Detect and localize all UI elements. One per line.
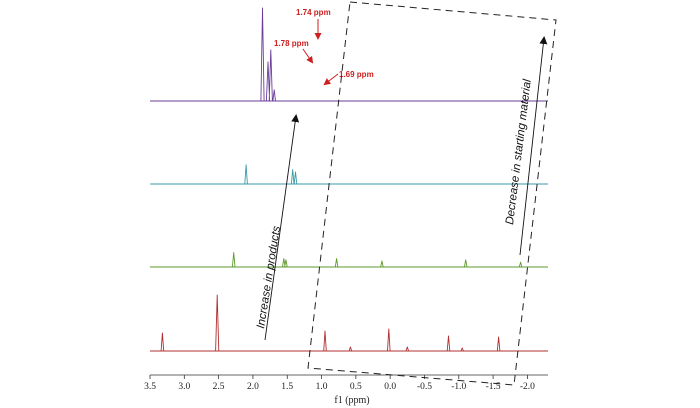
peak-label-1-69-arrow (323, 73, 339, 86)
peak-label-1-78: 1.78 ppm (274, 39, 309, 48)
spectrum-line (150, 252, 548, 268)
x-axis: f1 (ppm) 3.5 3.0 2.5 2.0 1.5 1.0 0.5 0.0 -0.5 -1.… (144, 374, 548, 406)
peak-annotations: 1.74 ppm 1.78 ppm 1.69 ppm (274, 8, 374, 86)
spectrum-line (150, 164, 548, 185)
spectrum-trace (150, 164, 548, 185)
spectrum-line (150, 294, 548, 352)
x-tick-label: 0.5 (350, 382, 362, 392)
x-tick-label: -1.0 (451, 382, 466, 392)
peak-label-1-69: 1.69 ppm (339, 70, 374, 79)
x-tick-label: 3.0 (178, 382, 190, 392)
x-tick-label: 2.0 (247, 382, 259, 392)
spectrum-line (150, 7, 548, 102)
x-tick-label: 2.5 (213, 382, 225, 392)
x-axis-title: f1 (ppm) (334, 395, 369, 406)
dashed-highlight-box (307, 1, 557, 386)
spectrum-trace (150, 294, 548, 352)
x-tick-label: -2.0 (520, 382, 535, 392)
x-tick-label: 1.0 (316, 382, 328, 392)
increase-arrow (264, 114, 300, 341)
increase-in-products-label: Increase in products (255, 225, 283, 329)
decrease-in-starting-material-label: Decrease in starting material (504, 78, 534, 225)
x-tick-label: -0.5 (417, 382, 432, 392)
x-tick-label: 0.0 (384, 382, 396, 392)
spectrum-trace (150, 252, 548, 268)
peak-label-1-74: 1.74 ppm (296, 8, 331, 17)
x-tick-label: 3.5 (144, 382, 156, 392)
x-tick-label: 1.5 (281, 382, 293, 392)
x-tick-label: -1.5 (486, 382, 501, 392)
trend-annotations: Increase in products Decrease in startin… (255, 1, 557, 386)
spectrum-trace (150, 7, 548, 102)
decrease-arrow (519, 36, 548, 256)
spectra-layer (150, 7, 548, 352)
peak-label-1-78-arrow (302, 48, 314, 64)
